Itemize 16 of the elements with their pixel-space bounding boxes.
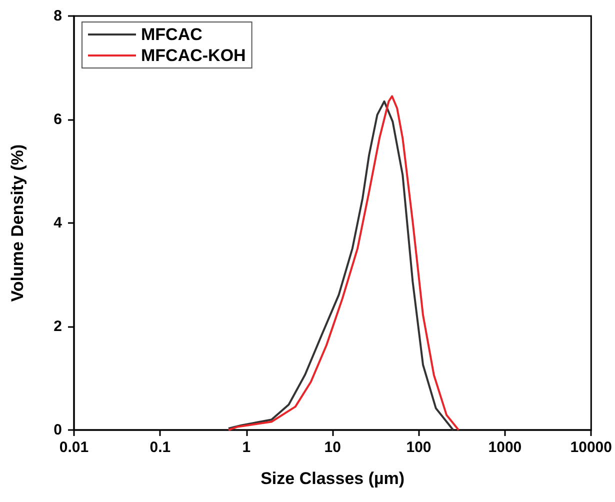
y-tick-label: 6 — [54, 111, 62, 128]
y-tick-label: 4 — [54, 214, 63, 232]
x-tick-label: 100 — [406, 439, 432, 456]
x-tick-label: 0.1 — [150, 439, 171, 456]
y-tick-label: 0 — [54, 422, 62, 438]
x-tick-label: 10000 — [570, 439, 612, 456]
legend-label: MFCAC-KOH — [141, 46, 246, 65]
y-axis-title: Volume Density (%) — [8, 144, 27, 302]
x-axis-title: Size Classes (µm) — [260, 469, 405, 488]
x-tick-label: 10 — [324, 439, 341, 456]
x-tick-label: 1 — [242, 439, 251, 456]
y-tick-label: 2 — [54, 318, 62, 335]
x-tick-label: 0.01 — [59, 439, 89, 456]
y-tick-label: 8 — [54, 8, 62, 24]
x-tick-label: 1000 — [488, 439, 522, 456]
legend-label: MFCAC — [141, 25, 202, 44]
